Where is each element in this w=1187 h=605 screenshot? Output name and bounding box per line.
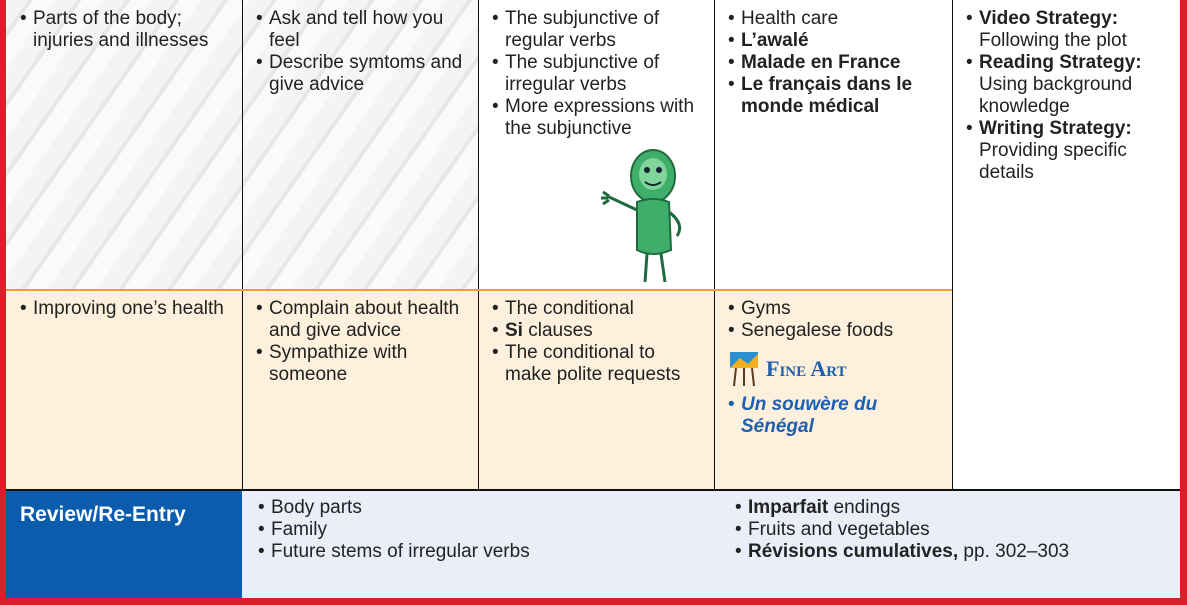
item-text: Révisions cumulatives, (748, 541, 959, 562)
item-text: Future stems of irregular verbs (271, 541, 530, 562)
column-divider (478, 0, 479, 490)
row-divider (6, 289, 952, 291)
item-text: Sympathize with someone (269, 342, 408, 385)
item-text: Si (505, 320, 523, 341)
list-item: The subjunctive of irregular verbs (492, 52, 702, 96)
list-item: Imparfait endings (735, 497, 1069, 519)
item-text: Providing specific details (979, 140, 1127, 183)
list-item: Future stems of irregular verbs (258, 541, 530, 563)
frame-right (1180, 0, 1187, 605)
fine-art-heading: Fine Art (728, 350, 940, 388)
item-text: Un souwère du Sénégal (741, 394, 878, 437)
review-column: Imparfait endingsFruits and vegetablesRé… (735, 497, 1069, 563)
fine-art-text: Fine Art (766, 356, 847, 381)
table-cell: Complain about health and give adviceSym… (242, 290, 478, 490)
list-item: Malade en France (728, 52, 940, 74)
item-text: Le français dans le monde médical (741, 74, 913, 117)
list-item: Un souwère du Sénégal (728, 394, 940, 438)
list-item: Si clauses (492, 320, 702, 342)
row-divider (6, 489, 1180, 491)
list-item: Révisions cumulatives, pp. 302–303 (735, 541, 1069, 563)
table-cell: Parts of the body; injuries and illnesse… (6, 0, 242, 290)
item-text: The conditional to make polite requests (505, 342, 681, 385)
column-divider (952, 0, 953, 490)
list-item: Improving one’s health (20, 298, 230, 320)
item-text: More expressions with the subjunctive (505, 96, 695, 139)
item-text: Gyms (741, 298, 791, 319)
list-item: The conditional to make polite requests (492, 342, 702, 386)
item-text: The subjunctive of irregular verbs (505, 52, 660, 95)
item-text: clauses (522, 320, 593, 341)
list-item: Complain about health and give advice (256, 298, 466, 342)
table-cell: GymsSenegalese foods Fine Art Un souwère d… (714, 290, 952, 490)
list-item: Writing Strategy: Providing specific det… (966, 118, 1168, 184)
table-cell: Improving one’s health (6, 290, 242, 490)
list-item: More expressions with the subjunctive (492, 96, 702, 140)
item-text: Using background knowledge (979, 74, 1133, 117)
list-item: Parts of the body; injuries and illnesse… (20, 8, 230, 52)
item-text: Senegalese foods (741, 320, 894, 341)
item-text: endings (828, 497, 901, 518)
item-text: Imparfait (748, 497, 829, 518)
item-text: Describe symtoms and give advice (269, 52, 463, 95)
item-text: Health care (741, 8, 839, 29)
list-item: Body parts (258, 497, 530, 519)
list-item: Fruits and vegetables (735, 519, 1069, 541)
item-text: Writing Strategy: (979, 118, 1132, 139)
table-cell: The subjunctive of regular verbsThe subj… (478, 0, 714, 290)
list-item: Ask and tell how you feel (256, 8, 466, 52)
item-text: Family (271, 519, 327, 540)
list-item: Family (258, 519, 530, 541)
list-item: Gyms (728, 298, 940, 320)
item-text: Body parts (271, 497, 362, 518)
review-column: Body partsFamilyFuture stems of irregula… (258, 497, 530, 563)
list-item: Senegalese foods (728, 320, 940, 342)
table-cell: Health careL’awaléMalade en FranceLe fra… (714, 0, 952, 290)
list-item: Describe symtoms and give advice (256, 52, 466, 96)
item-text: pp. 302–303 (958, 541, 1070, 562)
item-text: Following the plot (979, 30, 1127, 51)
item-text: Ask and tell how you feel (269, 8, 444, 51)
review-label: Review/Re-Entry (6, 491, 242, 598)
frame-left (0, 0, 6, 605)
list-item: Sympathize with someone (256, 342, 466, 386)
fine-art-icon (730, 352, 758, 387)
column-divider (242, 0, 243, 490)
item-text: Complain about health and give advice (269, 298, 460, 341)
item-text: The conditional (505, 298, 634, 319)
list-item: The conditional (492, 298, 702, 320)
item-text: Parts of the body; injuries and illnesse… (33, 8, 209, 51)
item-text: Malade en France (741, 52, 901, 73)
item-text: Fruits and vegetables (748, 519, 930, 540)
list-item: L’awalé (728, 30, 940, 52)
list-item: Le français dans le monde médical (728, 74, 940, 118)
table-cell: The conditionalSi clausesThe conditional… (478, 290, 714, 490)
column-divider (714, 0, 715, 490)
item-text: Reading Strategy: (979, 52, 1142, 73)
item-text: The subjunctive of regular verbs (505, 8, 660, 51)
item-text: Improving one’s health (33, 298, 224, 319)
list-item: The subjunctive of regular verbs (492, 8, 702, 52)
item-text: L’awalé (741, 30, 809, 51)
item-text: Video Strategy: (979, 8, 1119, 29)
table-cell: Ask and tell how you feelDescribe symtom… (242, 0, 478, 290)
table-cell: Video Strategy: Following the plotReadin… (952, 0, 1180, 490)
list-item: Health care (728, 8, 940, 30)
frame-bottom (0, 598, 1187, 605)
character-figure (601, 149, 682, 283)
list-item: Reading Strategy: Using background knowl… (966, 52, 1168, 118)
list-item: Video Strategy: Following the plot (966, 8, 1168, 52)
